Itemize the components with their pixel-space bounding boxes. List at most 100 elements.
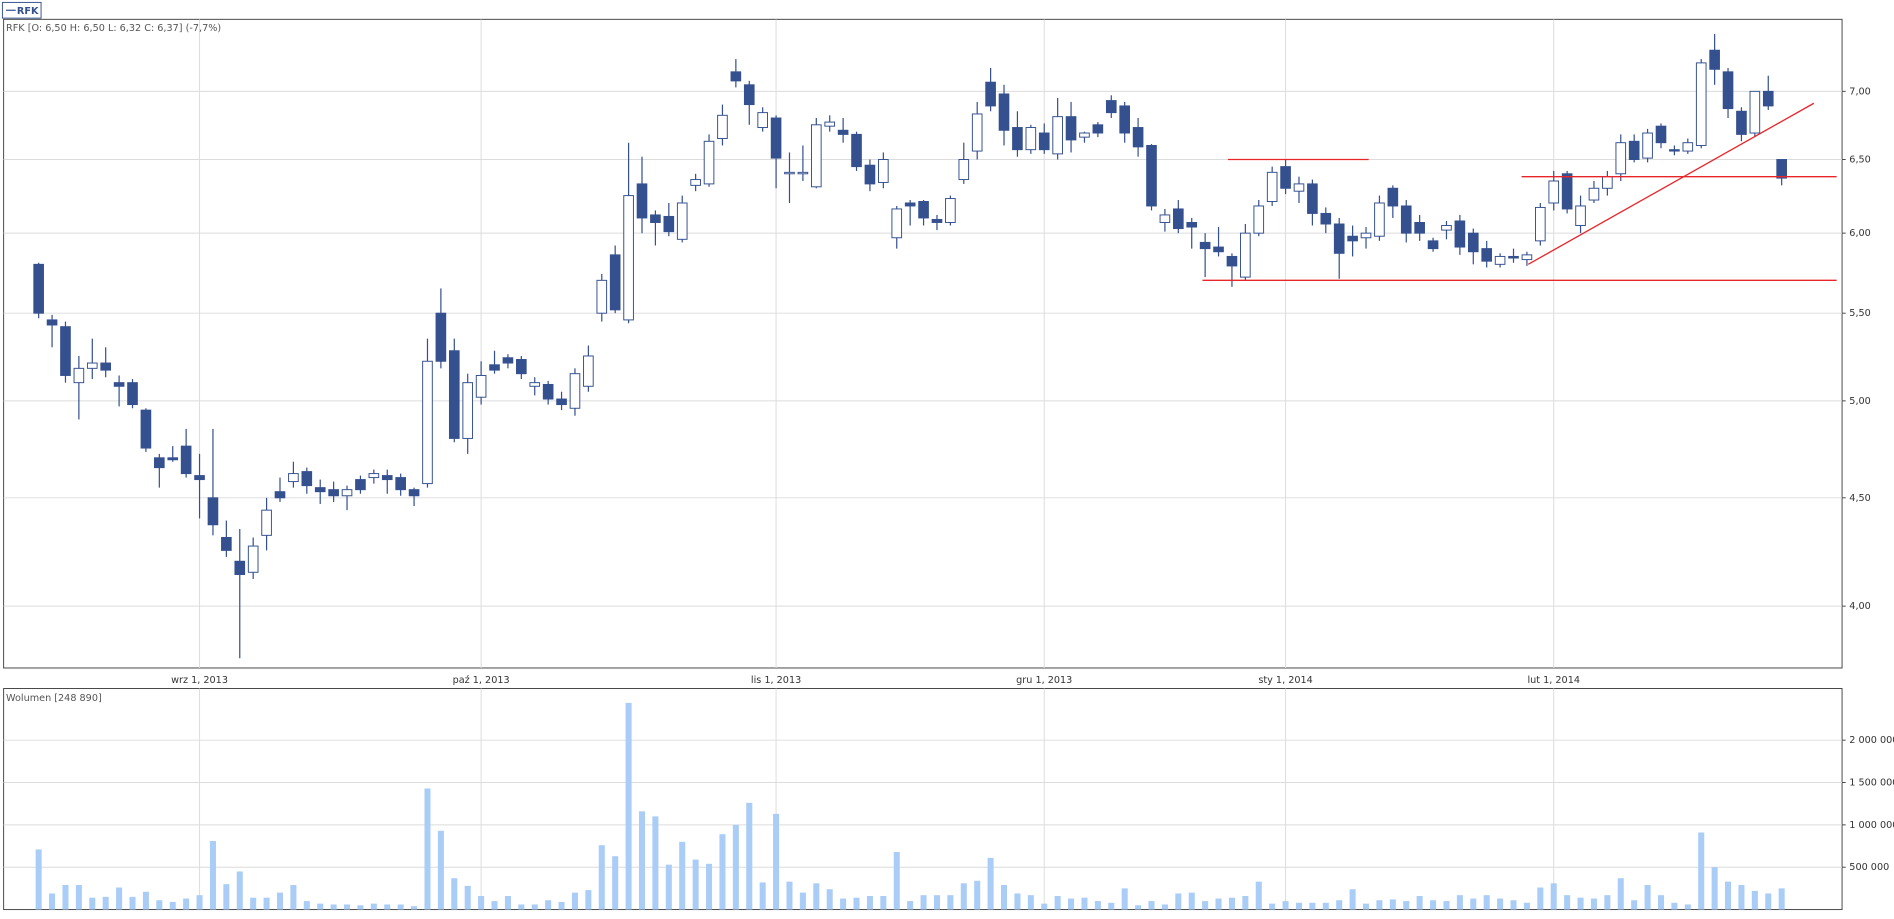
y-tick-label: 500 000 bbox=[1849, 862, 1889, 873]
volume-bar bbox=[1322, 902, 1329, 910]
volume-bar bbox=[531, 904, 538, 910]
volume-bar bbox=[598, 845, 605, 910]
volume-bar bbox=[826, 889, 833, 910]
volume-bar bbox=[116, 887, 123, 910]
candle-body bbox=[1454, 220, 1466, 248]
candle-body bbox=[1119, 105, 1130, 134]
volume-bar bbox=[1255, 881, 1262, 910]
volume-bar bbox=[746, 802, 753, 910]
volume-bar bbox=[250, 897, 257, 910]
volume-bar bbox=[156, 900, 163, 910]
candle-body bbox=[502, 357, 514, 364]
candle-body bbox=[1400, 205, 1412, 234]
volume-bar bbox=[1510, 900, 1517, 910]
volume-bar bbox=[491, 901, 498, 910]
volume-bar bbox=[276, 892, 284, 910]
candle-body bbox=[878, 159, 889, 183]
y-tick-label: 6,50 bbox=[1849, 155, 1871, 166]
candle-body bbox=[60, 326, 71, 376]
volume-bar bbox=[424, 788, 431, 910]
volume-bar bbox=[1470, 898, 1477, 910]
volume-bar bbox=[35, 849, 42, 910]
volume-bar bbox=[1175, 893, 1182, 910]
candle-body bbox=[931, 218, 943, 223]
legend-label: RFK bbox=[17, 6, 39, 17]
candle-body bbox=[609, 254, 621, 311]
volume-bar bbox=[625, 702, 632, 910]
y-tick-label: 6,00 bbox=[1849, 228, 1871, 239]
candle-body bbox=[194, 475, 205, 481]
candle-body bbox=[368, 473, 380, 479]
volume-bar bbox=[679, 841, 686, 910]
candle-body bbox=[314, 487, 326, 493]
volume-bar bbox=[773, 813, 780, 910]
candle-body bbox=[569, 373, 581, 409]
volume-bar bbox=[1631, 900, 1638, 910]
x-tick-label: wrz 1, 2013 bbox=[171, 675, 228, 686]
volume-bar bbox=[518, 904, 525, 910]
volume-bar bbox=[612, 856, 619, 910]
candle-body bbox=[596, 279, 608, 314]
candle-body bbox=[1213, 246, 1224, 253]
volume-bar bbox=[1202, 901, 1209, 910]
candle-body bbox=[770, 117, 782, 159]
candle-body bbox=[1025, 127, 1037, 151]
volume-bar bbox=[451, 878, 458, 910]
volume-bar bbox=[1376, 900, 1383, 910]
y-tick-label: 4,00 bbox=[1849, 601, 1871, 612]
candle-body bbox=[1548, 180, 1560, 204]
candle-body bbox=[1079, 132, 1090, 138]
candle-body bbox=[1146, 144, 1157, 207]
y-tick-label: 7,00 bbox=[1849, 86, 1871, 97]
y-tick-label: 5,50 bbox=[1849, 308, 1871, 319]
candle-body bbox=[904, 202, 916, 207]
candle-body bbox=[301, 471, 313, 487]
x-tick-label: gru 1, 2013 bbox=[1016, 675, 1072, 686]
candle-body bbox=[1494, 255, 1506, 265]
candle-body bbox=[381, 475, 393, 481]
volume-bar bbox=[1738, 884, 1745, 910]
candle-body bbox=[1736, 110, 1747, 135]
plot-layer: 4,00 4,50 5,00 5,50 6,00 6,50 7,00 500 000 1 000… bbox=[3, 19, 1894, 910]
candle-body bbox=[1588, 187, 1600, 201]
candle-body bbox=[1628, 140, 1640, 161]
volume-bar bbox=[960, 883, 967, 910]
volume-bar bbox=[1617, 878, 1624, 910]
candle-body bbox=[1561, 173, 1573, 210]
candle-body bbox=[650, 214, 661, 223]
volume-bar bbox=[1161, 904, 1168, 910]
volume-bar bbox=[813, 883, 820, 910]
candle-body bbox=[180, 445, 192, 475]
volume-bar bbox=[786, 881, 793, 910]
candle-body bbox=[1575, 205, 1586, 227]
candle-body bbox=[837, 129, 849, 135]
candle-body bbox=[1695, 62, 1707, 146]
candle-body bbox=[1427, 240, 1439, 250]
volume-bar bbox=[397, 904, 404, 910]
candle-body bbox=[100, 362, 112, 371]
volume-bar bbox=[263, 897, 270, 910]
volume-bar bbox=[1148, 901, 1155, 910]
legend-box bbox=[1, 1, 42, 19]
volume-bar bbox=[974, 880, 981, 910]
y-tick-label: 2 000 000 bbox=[1849, 735, 1894, 746]
candle-body bbox=[1669, 149, 1680, 152]
candle-body bbox=[1065, 116, 1077, 141]
volume-bar bbox=[652, 816, 659, 910]
candle-body bbox=[1172, 208, 1184, 230]
volume-bar bbox=[1564, 895, 1571, 910]
volume-bar bbox=[866, 896, 873, 910]
candle-body bbox=[1481, 248, 1493, 262]
volume-bar bbox=[1027, 895, 1034, 910]
candle-body bbox=[757, 112, 768, 129]
candle-body bbox=[1266, 171, 1278, 202]
volume-bar bbox=[1188, 892, 1195, 910]
candle-body bbox=[127, 382, 138, 406]
volume-bar bbox=[1041, 903, 1048, 910]
volume-bar bbox=[1590, 898, 1597, 910]
candle-body bbox=[1642, 132, 1653, 159]
volume-bar bbox=[437, 830, 444, 910]
candle-body bbox=[1012, 127, 1023, 151]
volume-bar bbox=[1081, 897, 1088, 910]
x-tick-label: lut 1, 2014 bbox=[1527, 675, 1580, 686]
